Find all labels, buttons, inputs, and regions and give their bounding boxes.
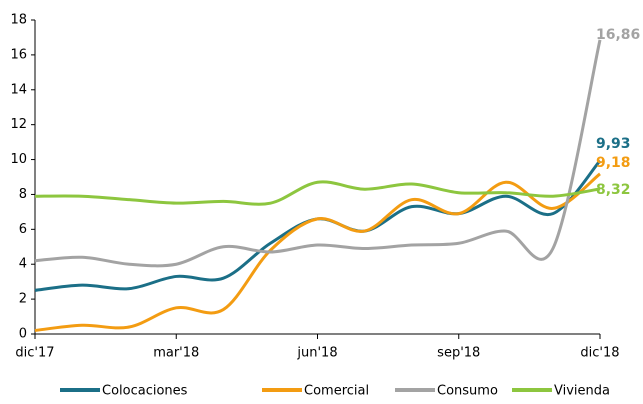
y-tick-label: 10 (10, 152, 27, 167)
data-label: 16,86 (596, 27, 640, 43)
legend-label: Consumo (437, 384, 498, 399)
series-line (34, 39, 602, 268)
y-tick-label: 16 (10, 47, 27, 62)
y-tick-label: 4 (19, 257, 27, 272)
y-tick-label: 14 (10, 82, 27, 97)
legend-label: Colocaciones (102, 384, 188, 399)
x-tick-label: dic'17 (15, 346, 54, 361)
series-line (34, 159, 602, 292)
data-label: 9,18 (596, 155, 631, 171)
y-tick-label: 0 (19, 327, 27, 342)
legend-label: Comercial (304, 384, 369, 399)
data-label: 8,32 (596, 182, 631, 198)
data-label: 9,93 (596, 136, 631, 152)
y-tick-label: 2 (19, 292, 27, 307)
y-tick-label: 8 (19, 187, 27, 202)
x-tick-label: jun'18 (296, 346, 337, 361)
y-tick-label: 6 (19, 222, 27, 237)
legend-label: Vivienda (554, 384, 610, 399)
series-line (34, 172, 601, 333)
x-tick-label: mar'18 (153, 346, 199, 361)
x-tick-label: sep'18 (437, 346, 480, 361)
y-tick-label: 12 (10, 117, 27, 132)
y-tick-label: 18 (10, 13, 27, 28)
x-tick-label: dic'18 (580, 346, 619, 361)
series-line (34, 180, 601, 206)
